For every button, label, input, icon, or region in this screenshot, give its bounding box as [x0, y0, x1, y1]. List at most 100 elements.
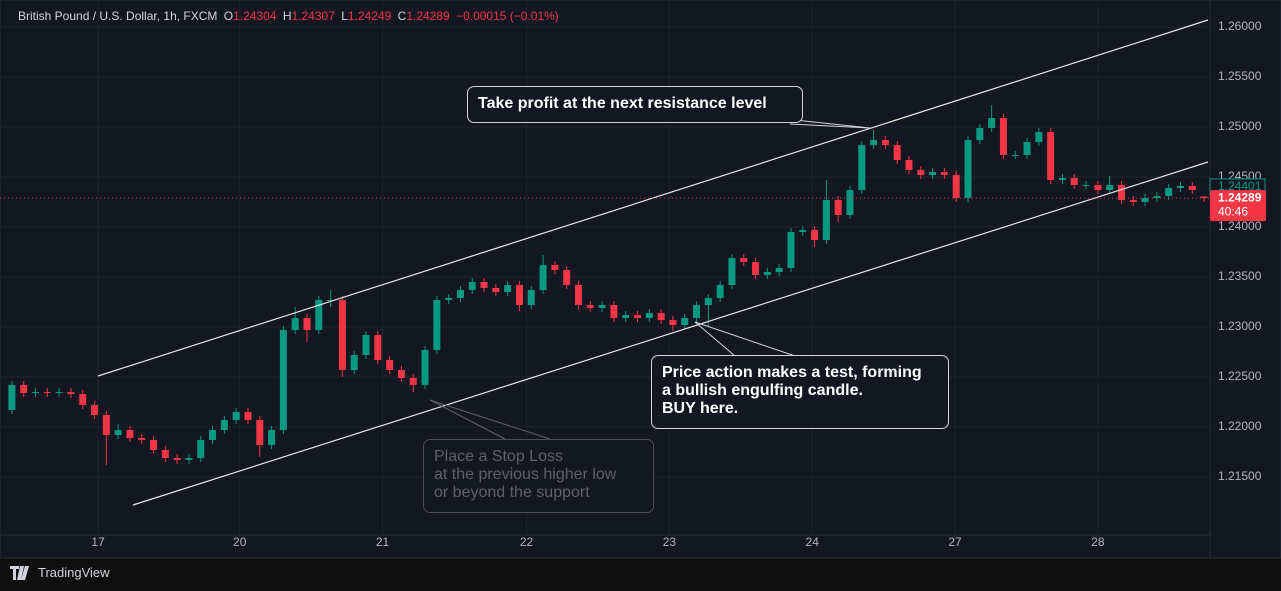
- annotation-line: or beyond the support: [434, 484, 590, 501]
- x-tick-label: 20: [233, 535, 247, 549]
- x-tick-label: 22: [520, 535, 534, 549]
- candle-body: [492, 288, 500, 292]
- candle-body: [964, 140, 972, 198]
- candle-body: [704, 298, 712, 305]
- y-tick-label: 1.23000: [1218, 319, 1262, 333]
- candle-body: [445, 298, 453, 300]
- candle-body: [610, 305, 618, 318]
- brand-name: TradingView: [38, 565, 110, 580]
- callout-pointer: [789, 119, 871, 129]
- candle-body: [79, 394, 87, 405]
- channel-lower: [132, 161, 1209, 506]
- candle-body: [173, 458, 181, 460]
- annotation-line: Take profit at the next resistance level: [478, 95, 767, 112]
- candle-body: [409, 378, 417, 385]
- y-tick-label: 1.26000: [1218, 19, 1262, 33]
- y-tick-label: 1.22000: [1218, 419, 1262, 433]
- candle-body: [574, 285, 582, 305]
- candle-body: [220, 420, 228, 430]
- candle-body: [433, 300, 441, 350]
- annotation-line: a bullish engulfing candle.: [662, 382, 863, 399]
- candle-body: [185, 458, 193, 460]
- candle-body: [563, 270, 571, 285]
- callout-pointer: [429, 399, 551, 440]
- candle-body: [740, 258, 748, 262]
- candle-body: [527, 290, 535, 305]
- candle-body: [102, 415, 110, 435]
- countdown-label: 40:46: [1218, 204, 1248, 218]
- ohlc-key: C: [397, 9, 407, 23]
- x-tick-label: 27: [948, 535, 962, 549]
- annotation-line: at the previous higher low: [434, 466, 617, 483]
- candle-body: [32, 392, 40, 393]
- ohlc-key: O: [223, 9, 234, 23]
- annotation-line: Price action makes a test, forming: [662, 364, 922, 381]
- ohlc-key: H: [282, 9, 292, 23]
- candle-body: [456, 290, 464, 298]
- candle-body: [386, 360, 394, 370]
- x-tick-label: 23: [663, 535, 677, 549]
- candle-body: [126, 430, 134, 438]
- y-tick-label: 1.23500: [1218, 269, 1262, 283]
- candle-body: [1058, 178, 1066, 180]
- last-price-label: 1.24289: [1218, 190, 1262, 204]
- symbol-title: British Pound / U.S. Dollar, 1h, FXCM: [18, 9, 218, 23]
- candle-body: [822, 200, 830, 240]
- candle-body: [138, 438, 146, 440]
- candle-body: [905, 160, 913, 170]
- candle-body: [586, 305, 594, 308]
- candle-body: [763, 272, 771, 275]
- candle-body: [988, 118, 996, 128]
- candle-body: [504, 285, 512, 292]
- candle-body: [1070, 178, 1078, 185]
- candle-body: [929, 172, 937, 175]
- annotation-line: BUY here.: [662, 400, 739, 417]
- candle-body: [1188, 186, 1196, 190]
- y-tick-label: 1.22500: [1218, 369, 1262, 383]
- candle-body: [999, 118, 1007, 155]
- candle-body: [291, 318, 299, 330]
- candle-body: [1094, 185, 1102, 190]
- candle-body: [362, 335, 370, 355]
- candle-body: [551, 265, 559, 270]
- candle-body: [893, 145, 901, 160]
- candle-body: [1082, 185, 1090, 186]
- y-tick-label: 1.25000: [1218, 119, 1262, 133]
- x-tick-label: 28: [1091, 535, 1105, 549]
- candle-body: [669, 320, 677, 325]
- candle-body: [1165, 188, 1173, 196]
- candle-body: [598, 305, 606, 308]
- candle-body: [752, 262, 760, 275]
- x-tick-label: 21: [376, 535, 390, 549]
- x-tick-label: 17: [91, 535, 105, 549]
- annotation: Take profit at the next resistance level: [467, 86, 803, 123]
- candle-body: [846, 190, 854, 215]
- candle-body: [799, 230, 807, 232]
- candle-body: [315, 300, 323, 330]
- candle-body: [1035, 132, 1043, 142]
- candle-body: [634, 315, 642, 318]
- candle-body: [693, 305, 701, 318]
- candle-body: [952, 175, 960, 198]
- candle-body: [480, 282, 488, 288]
- candle-body: [870, 140, 878, 145]
- candle-body: [716, 285, 724, 298]
- y-tick-label: 1.24000: [1218, 219, 1262, 233]
- candle-body: [881, 140, 889, 145]
- y-tick-label: 1.25500: [1218, 69, 1262, 83]
- candle-body: [834, 200, 842, 215]
- annotation: Price action makes a test, forming a bul…: [651, 355, 949, 429]
- candle-body: [232, 412, 240, 420]
- price-change: −0.00015 (−0.01%): [456, 9, 559, 23]
- candle-body: [787, 232, 795, 268]
- candle-body: [209, 430, 217, 440]
- candle-body: [303, 318, 311, 330]
- candle-body: [268, 430, 276, 445]
- candle-body: [338, 300, 346, 370]
- annotation-line: Place a Stop Loss: [434, 448, 563, 465]
- candle-body: [728, 258, 736, 285]
- candle-body: [515, 285, 523, 305]
- annotation: Place a Stop Loss at the previous higher…: [423, 439, 654, 513]
- candle-body: [1023, 142, 1031, 155]
- ohlc-key: L: [341, 9, 348, 23]
